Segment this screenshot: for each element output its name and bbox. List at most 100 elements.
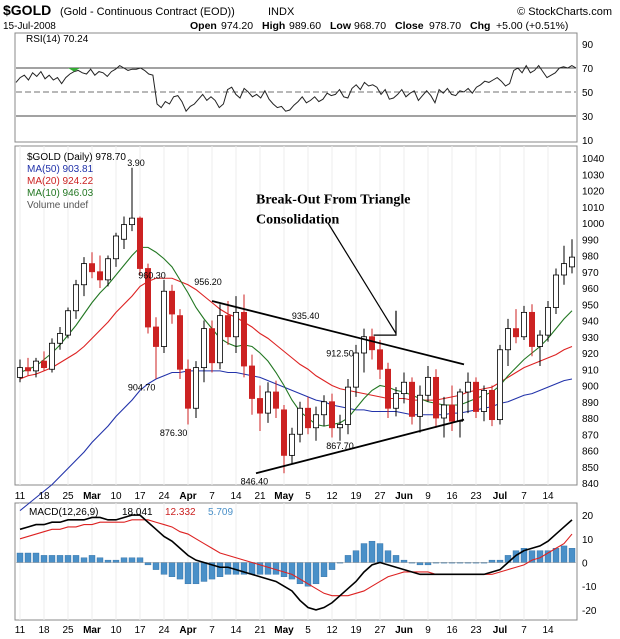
candle-body [376,349,383,370]
open-label: Open [190,20,217,32]
rsi-line [15,64,577,113]
low-label: Low [330,20,352,32]
ohlc-summary: Open 974.20 High 989.60 Low 968.70 Close… [190,20,568,32]
macd-x-tick-label: 7 [209,625,215,636]
macd-histogram-bar [320,562,328,577]
chg-value: +5.00 (+0.51%) [496,20,568,32]
price-x-tick-label: 10 [110,491,122,502]
macd-histogram-bar [280,562,288,577]
candle-body [392,393,399,409]
candle-body [561,263,568,276]
macd-x-tick-label: 14 [230,625,242,636]
candle-body [545,307,552,336]
price-x-tick-label: 19 [350,491,362,502]
macd-x-tick-label: 7 [521,625,527,636]
high-label: High [262,20,285,32]
candle-body [89,263,96,273]
price-tick-label: 970 [582,268,599,279]
candle-body [360,336,367,354]
candle-body [73,284,80,312]
macd-histogram-bar [560,545,568,563]
macd-x-tick-label: 9 [425,625,431,636]
price-tick-label: 1040 [582,154,605,165]
macd-histogram-bar [128,557,136,563]
macd-histogram-bar [16,552,24,563]
price-tick-label: 920 [582,349,599,360]
chart-exchange: INDX [268,6,295,18]
price-tick-label: 930 [582,333,599,344]
price-x-tick-label: 12 [326,491,338,502]
price-tick-label: 870 [582,430,599,441]
candle-body [464,381,471,393]
candle-body [57,333,64,344]
price-value-label: 904.70 [128,382,156,392]
annotation-line-2: Consolidation [256,213,339,228]
macd-histogram-bar [384,550,392,563]
candle-body [488,389,495,421]
price-tick-label: 980 [582,252,599,263]
price-x-tick-label: 23 [470,491,482,502]
candle-body [224,315,231,338]
candle-body [184,368,191,409]
candle-body [312,414,319,429]
macd-x-tick-label: 10 [110,625,122,636]
macd-x-tick-label: 23 [470,625,482,636]
rsi-layer [15,64,577,117]
legend-price: $GOLD (Daily) 978.70 [27,152,126,163]
price-x-tick-label: 7 [521,491,527,502]
candle-body [232,311,239,338]
candle-body [81,263,88,286]
price-value-label: 960.30 [138,270,166,280]
chart-symbol: $GOLD [3,2,51,18]
candle-body [192,367,199,409]
macd-histogram-bar [184,562,192,585]
macd-x-tick-label: 14 [542,625,554,636]
candle-body [152,326,159,347]
macd-histogram-bar [216,562,224,577]
price-tick-label: 1010 [582,203,605,214]
candle-body [264,391,271,414]
macd-histogram-bar [104,559,112,563]
macd-histogram-bar [496,559,504,563]
price-tick-label: 850 [582,463,599,474]
candle-body [24,367,31,372]
macd-histogram-bar [312,562,320,585]
candle-body [537,334,544,347]
candle-body [448,404,455,422]
chg-label: Chg [470,20,490,32]
macd-x-tick-label: 16 [446,625,458,636]
macd-histogram-bar [168,562,176,577]
rsi-panel [14,32,578,143]
candle-body [400,381,407,395]
macd-histogram-bar [64,555,72,563]
price-x-tick-label: May [274,491,294,502]
macd-x-tick-label: Mar [83,625,101,636]
low-value: 968.70 [354,20,386,32]
ma10-line [19,246,573,427]
candle-body [256,398,263,414]
macd-legend-v3: 5.709 [208,507,233,518]
price-tick-label: 990 [582,235,599,246]
macd-histogram-bar [144,562,152,566]
candle-body [344,386,351,425]
price-tick-label: 950 [582,300,599,311]
price-value-label: 846.40 [241,477,269,487]
macd-x-tick-label: 21 [254,625,266,636]
rsi-tick-label: 90 [582,40,594,51]
candle-body [408,381,415,417]
macd-histogram-bar [248,562,256,575]
rsi-legend: RSI(14) 70.24 [26,34,89,45]
candle-body [136,217,143,269]
macd-x-tick-label: 24 [158,625,170,636]
candle-body [65,310,72,336]
candle-body [128,217,135,226]
candle-body [553,274,560,308]
macd-histogram-bar [40,555,48,563]
candle-body [248,365,255,399]
open-value: 974.20 [221,20,253,32]
candle-body [208,328,215,364]
macd-histogram-bar [24,552,32,563]
candle-body [480,389,487,412]
price-x-tick-label: 9 [425,491,431,502]
